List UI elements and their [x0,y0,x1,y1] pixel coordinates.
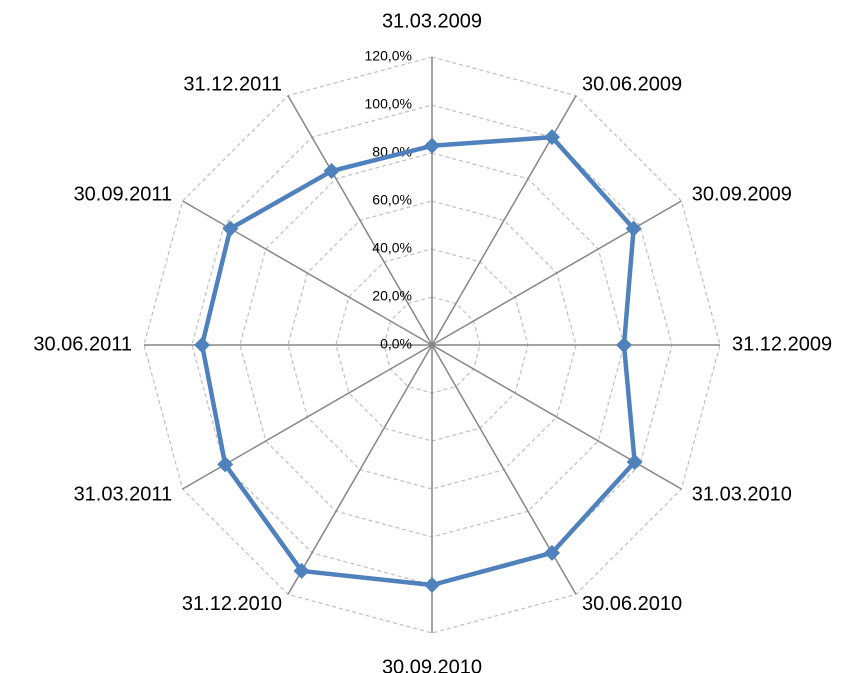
y-tick-label: 40,0% [372,240,412,256]
category-label: 31.12.2011 [183,73,282,95]
axis-spoke [182,200,433,346]
y-tick-label: 20,0% [372,288,412,304]
y-tick-label: 0,0% [380,336,412,352]
y-tick-label: 120,0% [365,48,412,64]
axis-spoke [287,344,433,595]
marker [217,456,234,473]
axis-spoke [431,344,682,490]
marker [424,137,440,154]
category-label: 30.09.2010 [382,656,482,673]
axis-spoke [431,200,682,346]
category-label: 31.03.2011 [74,483,173,505]
category-label: 31.03.2009 [382,10,482,32]
category-label: 31.12.2010 [182,593,282,615]
category-label: 30.06.2009 [582,73,682,95]
category-label: 30.06.2011 [33,333,132,355]
category-label: 30.09.2011 [74,183,173,205]
y-tick-label: 100,0% [365,96,412,112]
category-label: 31.03.2010 [692,483,792,505]
marker [626,454,643,470]
marker [616,337,632,353]
y-tick-label: 80,0% [372,144,412,160]
axis-spoke [287,95,433,346]
y-tick-label: 60,0% [372,192,412,208]
marker [222,220,239,237]
category-label: 30.09.2009 [692,183,792,205]
axis-spoke [182,344,433,490]
marker [544,129,560,146]
category-label: 30.06.2010 [582,593,682,615]
category-label: 31.12.2009 [732,333,832,355]
marker [293,562,310,579]
marker [323,163,340,180]
marker [625,220,642,237]
marker [424,577,440,593]
marker [544,544,560,561]
marker [194,337,211,353]
series-line [199,134,637,588]
